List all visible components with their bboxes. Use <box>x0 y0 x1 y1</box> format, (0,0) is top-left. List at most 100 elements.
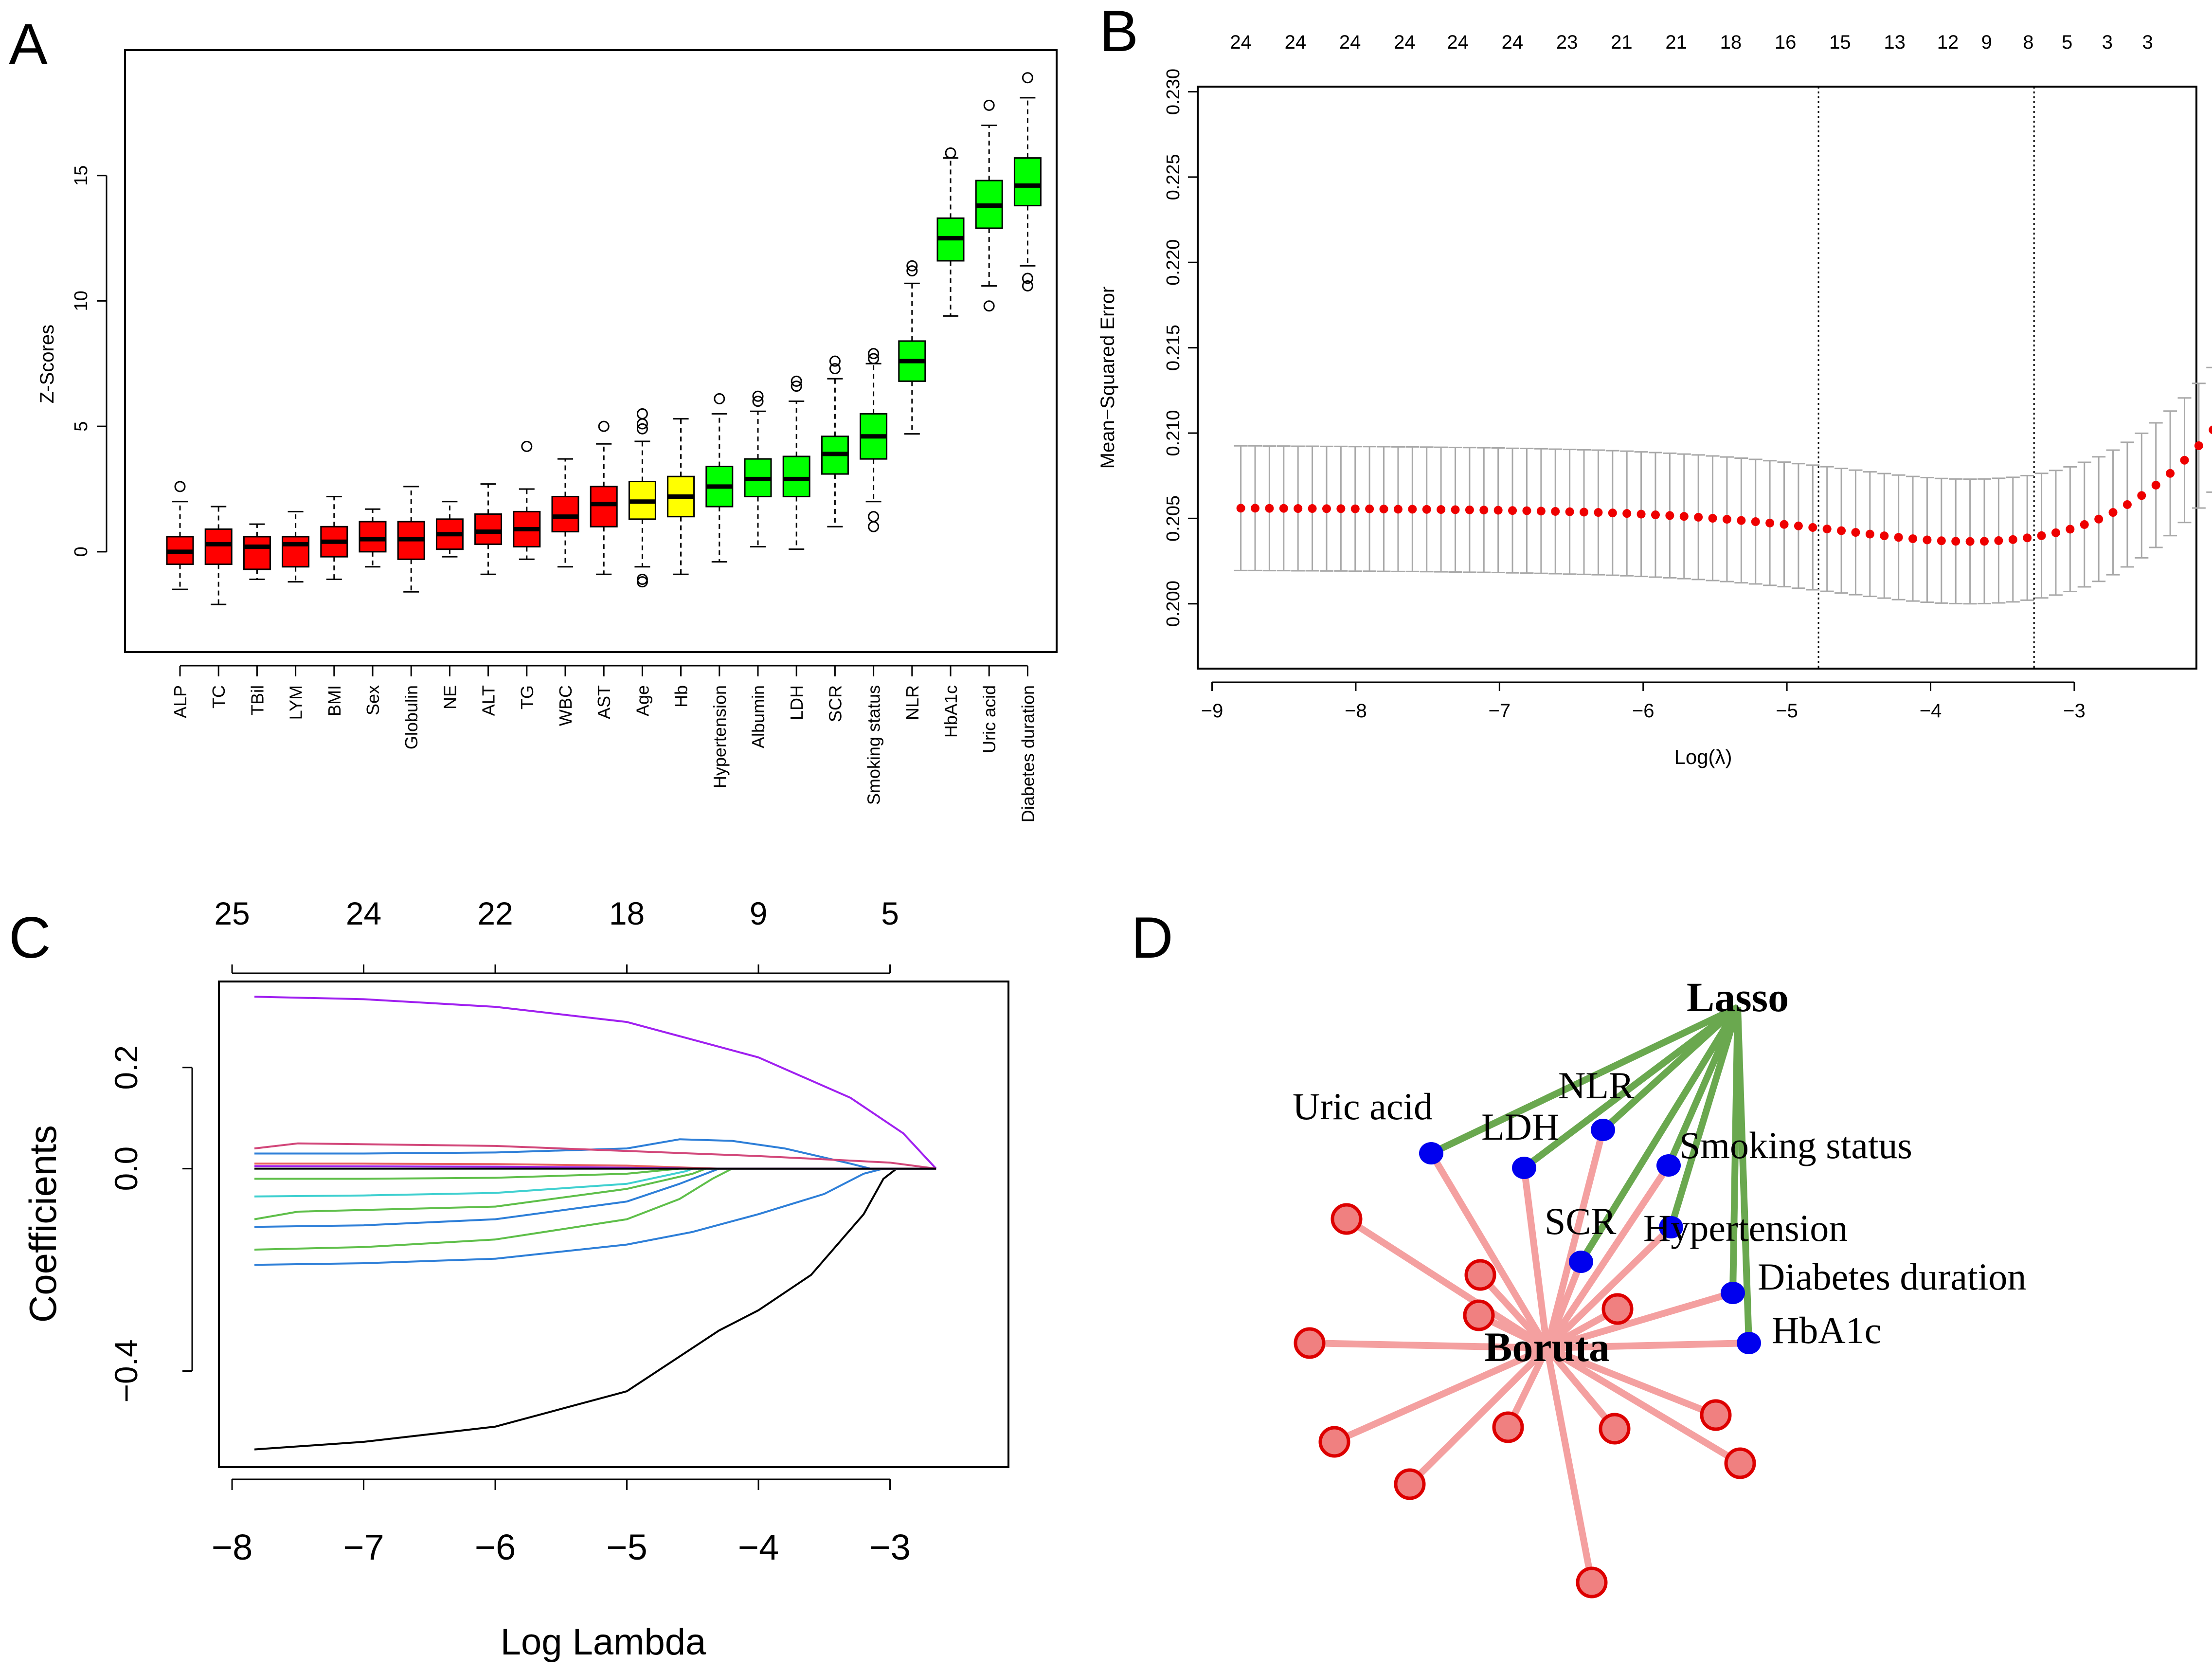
boruta-only-node <box>1318 1426 1350 1458</box>
cv-point-group <box>1291 445 1305 572</box>
cv-point-group <box>1462 447 1476 573</box>
box-diabetes-duration <box>1013 72 1042 291</box>
outlier-point <box>829 355 841 367</box>
top-axis-label: 5 <box>881 895 899 931</box>
top-axis-label: 12 <box>1937 32 1959 53</box>
coefficient-path-2 <box>254 1167 936 1451</box>
panel-b-letter: B <box>1099 0 1138 64</box>
x-tick-label: −4 <box>1920 700 1942 722</box>
boruta-only-node <box>1601 1293 1634 1325</box>
top-axis-label: 22 <box>477 895 513 931</box>
mse-point <box>1765 518 1775 527</box>
mse-point <box>2108 508 2118 517</box>
cv-point-group <box>1977 478 1991 604</box>
boruta-edge <box>1544 1345 1618 1431</box>
y-tick-label: 15 <box>71 165 91 186</box>
x-tick-label: Albumin <box>748 685 768 748</box>
x-tick-label: TG <box>517 685 537 709</box>
panel-b-y-axis: 0.200 0.205 0.210 0.215 0.220 0.225 0.230 <box>1163 69 1199 627</box>
shared-feature-node <box>1419 1142 1443 1164</box>
mse-point <box>1236 504 1245 513</box>
mse-point <box>1350 504 1360 513</box>
cv-point-group <box>2106 449 2120 576</box>
y-tick-label: 0.215 <box>1163 325 1184 371</box>
mse-point <box>1780 520 1789 529</box>
mse-point <box>1794 521 1803 530</box>
shared-feature-node <box>1737 1332 1761 1354</box>
boruta-hub-label: Boruta <box>1484 1324 1610 1370</box>
mse-point <box>1908 534 1918 544</box>
top-axis-label: 24 <box>1230 32 1252 53</box>
mse-point <box>1865 529 1874 539</box>
mse-point <box>1565 507 1574 516</box>
outlier-point <box>174 481 186 492</box>
mse-point <box>1622 509 1632 518</box>
mse-point <box>2037 531 2046 540</box>
x-tick-label: −3 <box>2063 700 2086 722</box>
y-tick-label: 0.230 <box>1163 69 1184 115</box>
box-globulin <box>397 486 425 593</box>
cv-point-group <box>1277 445 1291 572</box>
boruta-edge <box>1477 1272 1550 1350</box>
panel-b: B 24 24 24 24 24 24 23 21 21 18 16 15 13 12 9 8 5 3 3 0.20… <box>1097 0 2212 768</box>
top-axis-label: 21 <box>1611 32 1633 53</box>
mse-point <box>1923 535 1932 545</box>
boruta-only-node <box>1724 1447 1756 1479</box>
outlier-point <box>636 408 648 419</box>
box-iqr <box>204 528 233 565</box>
outlier-point <box>636 576 648 588</box>
outlier-point <box>1022 72 1033 84</box>
mse-point <box>2008 535 2017 544</box>
box-scr <box>821 355 849 527</box>
outlier-point <box>714 393 725 404</box>
box-iqr <box>1013 157 1042 207</box>
mse-point <box>1508 506 1517 515</box>
panel-a: A 0 5 10 15 Z-Scores ALP TC TBil LYM BMI Sex Glob… <box>9 12 1058 822</box>
x-tick-label: −5 <box>1776 700 1798 722</box>
box-iqr <box>590 486 618 527</box>
mse-point <box>2151 480 2160 490</box>
box-tc <box>204 506 233 605</box>
cv-point-group <box>1434 446 1448 573</box>
panel-c-plot-area <box>254 996 937 1451</box>
boruta-edge <box>1546 1345 1717 1418</box>
cv-point-group <box>1677 453 1691 580</box>
mse-point <box>1422 505 1431 514</box>
box-iqr <box>782 455 810 497</box>
top-axis-label: 9 <box>750 895 768 931</box>
shared-feature-node <box>1591 1119 1615 1141</box>
x-tick-label: −7 <box>343 1527 384 1567</box>
cv-point-group <box>1763 460 1777 586</box>
mse-point <box>1594 508 1603 517</box>
cv-point-group <box>1620 450 1634 577</box>
x-tick-label: LYM <box>286 685 306 720</box>
mse-point <box>1580 508 1589 517</box>
mse-point <box>1822 525 1832 534</box>
cv-point-group <box>1491 447 1505 574</box>
boruta-edge <box>1428 1151 1550 1350</box>
box-albumin <box>744 390 772 548</box>
top-axis-label: 13 <box>1884 32 1906 53</box>
cv-point-group <box>2092 456 2106 582</box>
outlier-point <box>983 300 995 312</box>
top-axis-label: 23 <box>1556 32 1578 53</box>
mse-point <box>2023 533 2032 543</box>
x-tick-label: ALP <box>170 685 190 718</box>
boruta-only-node <box>1294 1327 1326 1359</box>
boruta-only-node <box>1492 1411 1524 1443</box>
box-wbc <box>551 458 579 568</box>
outlier-point <box>521 440 533 452</box>
mse-point <box>1837 526 1846 535</box>
top-axis-label: 24 <box>1394 32 1416 53</box>
top-axis-label: 3 <box>2142 32 2153 53</box>
x-tick-label: TC <box>209 685 229 709</box>
outlier-point <box>906 260 918 272</box>
lasso-edge <box>1668 1006 1741 1229</box>
mse-point <box>1994 536 2003 545</box>
x-tick-label: −8 <box>1345 700 1367 722</box>
y-tick-label: 0.210 <box>1163 410 1184 456</box>
coefficient-path-9 <box>254 1138 936 1170</box>
top-axis-label: 3 <box>2102 32 2113 53</box>
cv-point-group <box>1234 445 1248 571</box>
